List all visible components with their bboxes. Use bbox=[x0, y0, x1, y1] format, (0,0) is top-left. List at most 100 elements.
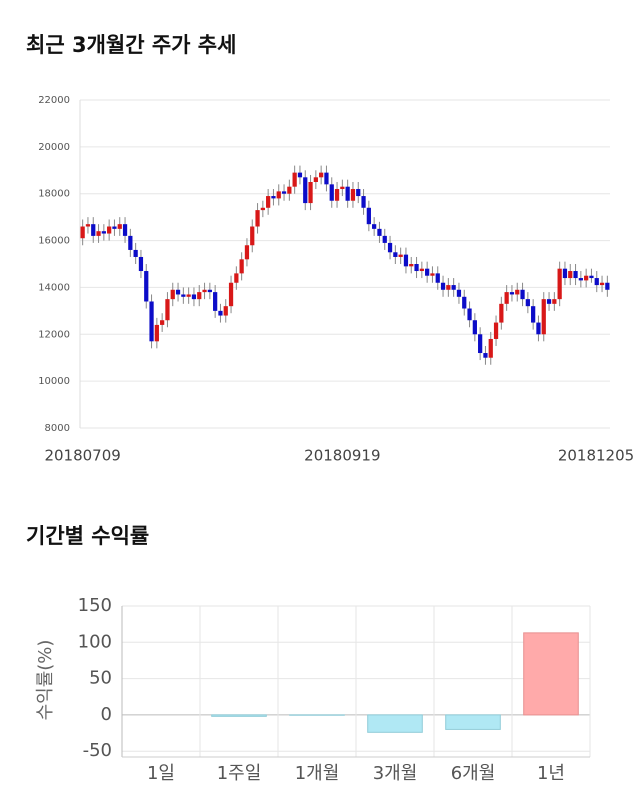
x-tick-label: 6개월 bbox=[451, 763, 496, 784]
candle-body bbox=[144, 271, 149, 302]
candle-body bbox=[303, 177, 308, 204]
candle-body bbox=[313, 177, 318, 182]
candle-body bbox=[393, 252, 398, 257]
x-tick-label: 1주일 bbox=[217, 763, 262, 784]
candle-body bbox=[170, 289, 175, 300]
y-tick-label: 18000 bbox=[38, 189, 70, 200]
candle-body bbox=[594, 278, 599, 286]
candle-body bbox=[287, 186, 292, 194]
bar bbox=[367, 714, 423, 733]
candle-body bbox=[425, 268, 430, 276]
candle-body bbox=[568, 271, 573, 279]
candle-body bbox=[573, 271, 578, 279]
candle-body bbox=[223, 306, 228, 316]
candle-body bbox=[165, 299, 170, 321]
candle-body bbox=[552, 299, 557, 304]
chart-title: 최근 3개월간 주가 추세 bbox=[26, 33, 236, 57]
candle-body bbox=[440, 282, 446, 290]
x-tick-label: 20180919 bbox=[304, 447, 380, 465]
candle-body bbox=[281, 191, 287, 194]
y-tick-label: 22000 bbox=[38, 95, 70, 106]
candle-body bbox=[462, 296, 467, 309]
candle-body bbox=[191, 294, 197, 300]
candle-body bbox=[133, 249, 138, 257]
chart-title: 기간별 수익률 bbox=[26, 524, 149, 548]
candle-body bbox=[483, 353, 488, 358]
candle-body bbox=[324, 172, 329, 185]
candle-body bbox=[329, 184, 334, 201]
candle-body bbox=[340, 186, 345, 190]
candle-body bbox=[122, 224, 128, 236]
candle-body bbox=[350, 189, 356, 201]
y-tick-label: 8000 bbox=[45, 423, 70, 434]
candle-body bbox=[451, 285, 456, 290]
candle-body bbox=[584, 275, 589, 281]
candle-body bbox=[85, 224, 91, 227]
candle-body bbox=[493, 322, 499, 339]
candle-body bbox=[266, 196, 271, 208]
x-tick-label: 20181205 bbox=[558, 447, 634, 465]
candle-body bbox=[80, 226, 85, 239]
candle-body bbox=[197, 292, 202, 300]
candle-body bbox=[541, 299, 546, 335]
candle-body bbox=[372, 224, 377, 229]
candle-body bbox=[546, 299, 552, 304]
y-tick-label: 20000 bbox=[38, 142, 70, 153]
candle-body bbox=[478, 334, 483, 354]
y-tick-label: 12000 bbox=[38, 329, 70, 340]
candle-body bbox=[536, 322, 541, 335]
candle-body bbox=[239, 259, 244, 274]
candle-body bbox=[403, 254, 409, 267]
candle-body bbox=[260, 207, 265, 211]
candle-body bbox=[467, 308, 472, 321]
candle-body bbox=[430, 273, 435, 276]
x-tick-label: 3개월 bbox=[373, 763, 418, 784]
candle-body bbox=[509, 292, 515, 295]
y-tick-label: 10000 bbox=[38, 376, 70, 387]
candle-body bbox=[345, 186, 350, 201]
candle-body bbox=[91, 224, 96, 236]
candle-body bbox=[515, 289, 520, 295]
x-tick-label: 1년 bbox=[537, 763, 565, 784]
candle-body bbox=[334, 189, 340, 201]
candle-body bbox=[271, 196, 276, 199]
candle-body bbox=[446, 285, 451, 290]
candle-body bbox=[589, 275, 594, 279]
candle-body bbox=[117, 224, 122, 229]
candle-body bbox=[297, 172, 303, 178]
candle-body bbox=[387, 242, 393, 253]
bar bbox=[523, 632, 579, 716]
y-axis-label: 수익률(%) bbox=[35, 640, 56, 721]
candle-body bbox=[557, 268, 562, 300]
candle-body bbox=[207, 289, 212, 293]
bar bbox=[445, 714, 501, 730]
candle-body bbox=[154, 324, 159, 342]
candle-body bbox=[175, 289, 181, 295]
candle-body bbox=[366, 207, 371, 225]
x-tick-label: 1개월 bbox=[295, 763, 340, 784]
candle-body bbox=[308, 182, 313, 204]
candle-body bbox=[414, 264, 419, 272]
candle-body bbox=[525, 299, 530, 307]
candle-body bbox=[181, 294, 186, 297]
y-tick-label: 100 bbox=[78, 631, 112, 652]
candle-body bbox=[531, 306, 536, 323]
candle-body bbox=[488, 338, 493, 358]
candle-body bbox=[101, 231, 106, 234]
candle-body bbox=[202, 289, 207, 293]
candle-body bbox=[228, 282, 234, 307]
candle-body bbox=[112, 226, 117, 229]
candle-body bbox=[605, 282, 610, 290]
candle-body bbox=[419, 268, 424, 272]
candle-body bbox=[319, 172, 324, 178]
candle-body bbox=[218, 310, 223, 316]
y-tick-label: 16000 bbox=[38, 236, 70, 247]
y-tick-label: 150 bbox=[78, 595, 112, 616]
candle-body bbox=[520, 289, 525, 300]
candle-body bbox=[361, 196, 366, 208]
candle-body bbox=[160, 320, 165, 325]
y-tick-label: -50 bbox=[83, 740, 112, 761]
candle-body bbox=[149, 301, 154, 342]
candle-body bbox=[138, 256, 144, 272]
